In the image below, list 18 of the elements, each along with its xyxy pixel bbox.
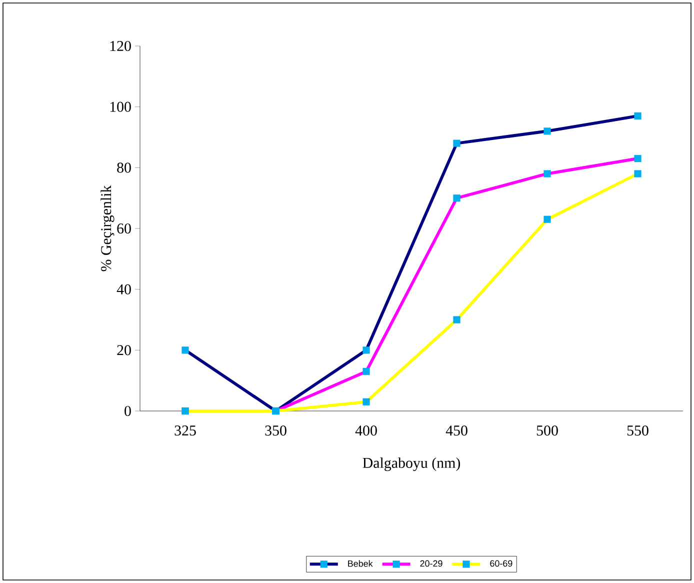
y-tick-label: 60 xyxy=(117,223,131,234)
y-tick-label: 100 xyxy=(110,102,131,112)
y-tick-label: 0 xyxy=(124,406,131,416)
x-tick-label: 500 xyxy=(536,426,558,436)
legend-label: 60-69 xyxy=(490,560,512,567)
x-tick-label: 450 xyxy=(446,426,468,436)
x-tick-label: 325 xyxy=(174,426,196,436)
x-tick-label: 350 xyxy=(265,426,286,436)
x-tick-label: 550 xyxy=(627,426,648,436)
x-axis-title: Dalgaboyu (nm) xyxy=(362,457,460,472)
y-tick-label: 40 xyxy=(116,284,131,294)
y-tick-label: 120 xyxy=(110,40,131,52)
legend-label: 20-29 xyxy=(420,560,442,567)
x-tick-label: 400 xyxy=(355,426,377,436)
y-tick-label: 20 xyxy=(117,345,131,356)
y-axis-title: % Geçirgenlik xyxy=(100,185,114,272)
legend-label: Bebek xyxy=(348,560,373,567)
y-tick-label: 80 xyxy=(117,162,131,173)
